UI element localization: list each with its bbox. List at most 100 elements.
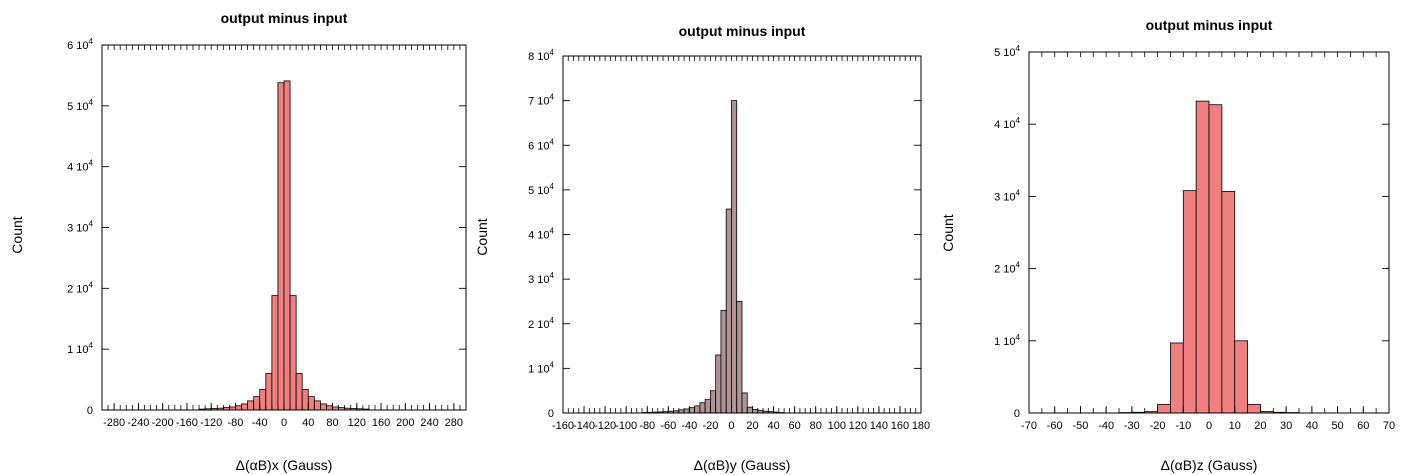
y-tick-exponent: 4 [1016,261,1021,270]
x-tick-label: -20 [702,420,718,432]
x-tick-label: -160 [552,420,574,432]
y-tick-label: 5 104 [994,44,1020,59]
y-tick-exponent: 4 [89,220,94,229]
chart-panel-2: -160 -140 -120 -100 -80 -60 -40 -20 0 20 40 60 80 100… [474,23,930,473]
histogram-bar [715,354,722,414]
x-tick-label: 60 [1357,420,1369,432]
x-axis-label: Δ(αB)z (Gauss) [1161,457,1258,473]
y-tick-mantissa: 6 10 [67,40,88,52]
x-tick-label: -80 [639,420,655,432]
x-tick-label: 200 [396,417,414,429]
chart-title: output minus input [1146,17,1273,33]
y-tick-exponent: 4 [89,159,94,168]
y-tick-label: 4 104 [67,159,93,174]
histogram-bar [307,396,315,411]
y-tick-exponent: 4 [550,227,555,236]
x-tick-label: -40 [252,417,268,429]
x-tick-label: 50 [1331,420,1343,432]
chart-panel-1: -280 -240 -200 -160 -120 -80 -40 0 40 80 120 160 200… [9,10,467,473]
y-tick-exponent: 4 [550,316,555,325]
x-tick-label: -240 [127,417,149,429]
histogram-bar [1182,190,1197,414]
histogram-bar [1247,403,1261,414]
y-tick-label: 0 [1014,408,1020,420]
histogram-bar [271,295,279,411]
y-tick-mantissa: 5 10 [994,47,1015,59]
x-tick-label: -10 [1175,420,1191,432]
y-tick-mantissa: 3 10 [67,223,88,235]
x-tick-label: 40 [767,420,779,432]
y-tick-mantissa: 7 10 [528,96,549,108]
y-tick-label: 2 104 [994,261,1020,276]
histogram-bar [235,405,242,411]
x-tick-label: 20 [1254,420,1266,432]
y-tick-mantissa: 1 10 [528,363,549,375]
histogram-bar [736,301,743,414]
x-tick-label: -200 [152,417,174,429]
x-tick-label: 100 [828,420,846,432]
x-tick-label: 0 [281,417,287,429]
y-tick-label: 1 104 [528,360,554,375]
x-tick-label: -280 [103,417,125,429]
y-tick-mantissa: 6 10 [528,140,549,152]
y-tick-label: 3 104 [994,188,1020,203]
y-tick-mantissa: 2 10 [994,264,1015,276]
histogram-bar [710,390,717,414]
histogram-bar [741,392,748,414]
chart-panel-3: -70 -60 -50 -40 -30 -20 -10 0 10 20 30 40 50 60 70 0 1 1… [940,17,1395,473]
x-tick-label: 280 [445,417,463,429]
x-tick-label: -60 [660,420,676,432]
chart-title: output minus input [221,10,348,26]
y-tick-mantissa: 3 10 [528,274,549,286]
x-tick-label: 80 [810,420,822,432]
histogram-bar [688,407,696,414]
y-tick-mantissa: 2 10 [67,283,88,295]
histogram-bar [1208,104,1223,414]
histogram-bar [247,400,255,411]
y-tick-label: 2 104 [528,316,554,331]
histogram-bar [295,373,303,411]
y-tick-label: 6 104 [528,137,554,152]
x-tick-label: -30 [1124,420,1140,432]
x-axis-label: Δ(αB)x (Gauss) [236,457,333,473]
y-tick-exponent: 4 [550,48,555,57]
y-tick-mantissa: 1 10 [67,344,88,356]
y-tick-label: 8 104 [528,48,554,63]
x-tick-label: 80 [326,417,338,429]
y-axis-label: Count [474,218,490,255]
histogram-bar [277,82,285,411]
y-tick-label: 0 [548,408,554,420]
histogram-bar [1234,340,1248,414]
x-tick-label: 10 [1229,420,1241,432]
x-tick-label: -120 [594,420,616,432]
x-tick-label: 0 [728,420,734,432]
histogram-bar [704,399,711,414]
x-tick-label: -20 [1150,420,1166,432]
histogram-bar [265,373,273,411]
histogram-bar [313,400,321,411]
y-tick-label: 7 104 [528,93,554,108]
histogram-bar [694,405,701,414]
x-tick-label: -40 [681,420,697,432]
y-tick-label: 2 104 [67,280,93,295]
x-tick-label: -50 [1072,420,1088,432]
x-tick-label: 160 [891,420,909,432]
x-tick-label: 180 [912,420,930,432]
histogram-bar [731,100,738,414]
chart-title: output minus input [679,23,806,39]
x-tick-label: -60 [1047,420,1063,432]
x-tick-label: -100 [615,420,637,432]
x-tick-label: -80 [228,417,244,429]
histogram-bar [253,396,261,411]
y-tick-label: 5 104 [528,182,554,197]
y-tick-exponent: 4 [89,98,94,107]
histogram-bar [1157,403,1171,414]
y-tick-mantissa: 5 10 [528,185,549,197]
x-tick-label: 40 [1306,420,1318,432]
x-tick-label: 30 [1280,420,1292,432]
histogram-bar [1170,342,1184,414]
x-tick-label: 120 [348,417,366,429]
histogram-bar [725,208,732,414]
y-axis-label: Count [9,216,25,253]
y-tick-exponent: 4 [550,137,555,146]
